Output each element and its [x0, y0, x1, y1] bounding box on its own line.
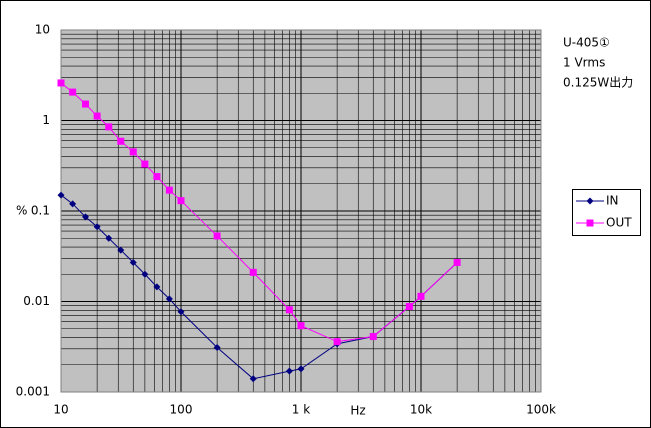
marker: [213, 344, 221, 352]
legend-label: IN: [606, 194, 619, 208]
marker: [81, 100, 89, 108]
x-tick-label: 10: [53, 403, 68, 417]
marker: [81, 213, 89, 221]
marker: [249, 268, 257, 276]
marker: [285, 306, 293, 314]
marker: [297, 365, 305, 373]
marker: [369, 333, 377, 341]
marker: [165, 295, 173, 303]
marker: [117, 246, 125, 254]
marker: [249, 375, 257, 383]
annotation: U-405①: [563, 36, 610, 50]
legend-marker: [586, 197, 594, 205]
marker: [105, 123, 113, 131]
legend-label: OUT: [606, 216, 632, 230]
marker: [141, 270, 149, 278]
marker: [453, 258, 461, 266]
legend-marker: [586, 219, 594, 227]
x-axis-label: Hz: [350, 404, 365, 418]
x-tick-label: 10k: [410, 403, 432, 417]
y-tick-label: 0.1: [31, 204, 50, 218]
annotation: 1 Vrms: [563, 56, 605, 70]
marker: [165, 186, 173, 194]
marker: [141, 160, 149, 168]
marker: [177, 308, 185, 316]
y-tick-label: 0.01: [23, 294, 50, 308]
marker: [285, 367, 293, 375]
marker: [117, 137, 125, 145]
y-axis-label: %: [16, 204, 27, 218]
marker: [69, 200, 77, 208]
marker: [153, 283, 161, 291]
x-tick-label: 100: [170, 403, 193, 417]
marker: [93, 223, 101, 231]
marker: [69, 88, 77, 96]
marker: [333, 338, 341, 346]
marker: [57, 191, 65, 199]
y-tick-label: 1: [42, 113, 50, 127]
marker: [417, 292, 425, 300]
y-tick-label: 0.001: [16, 385, 50, 399]
x-tick-label: 1 k: [292, 403, 310, 417]
y-tick-label: 10: [35, 23, 50, 37]
marker: [177, 197, 185, 205]
annotation: 0.125W出力: [563, 76, 633, 90]
marker: [153, 173, 161, 181]
marker: [105, 234, 113, 242]
marker: [129, 258, 137, 266]
marker: [405, 303, 413, 311]
marker: [297, 322, 305, 330]
marker: [57, 79, 65, 87]
marker: [93, 112, 101, 120]
marker: [213, 232, 221, 240]
marker: [129, 148, 137, 156]
x-tick-label: 100k: [526, 403, 556, 417]
legend: [572, 189, 641, 236]
plot-border: [60, 29, 542, 393]
